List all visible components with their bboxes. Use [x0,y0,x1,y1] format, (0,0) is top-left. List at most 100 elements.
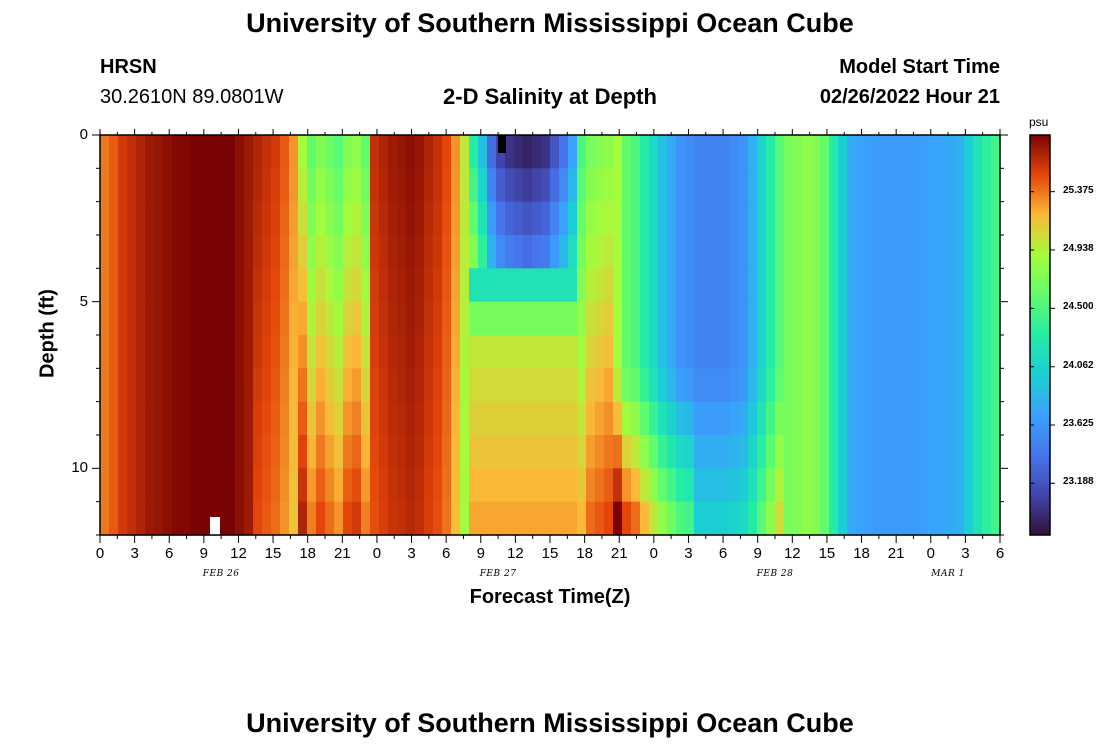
heat-cell [253,201,263,236]
heat-cell [982,368,992,403]
heat-cell [181,501,191,536]
heat-cell [433,335,443,369]
heat-cell [568,401,578,436]
heat-cell [451,301,461,336]
heat-cell [289,368,299,403]
heat-cell [874,201,884,236]
heat-cell [784,168,794,203]
heat-cell [343,301,353,336]
heat-cell [667,401,677,436]
heat-cell [127,201,137,236]
heat-cell [838,368,848,403]
heat-cell [406,335,416,369]
heat-cell [775,135,785,169]
heat-cell [523,268,533,303]
heat-cell [892,135,902,169]
heat-cell [496,435,506,469]
heat-cell [424,201,434,236]
heat-cell [658,335,668,369]
heat-cell [217,301,227,336]
heat-cell [136,501,146,536]
heat-cell [550,368,560,403]
heat-cell [604,435,614,469]
heat-cell [469,435,479,469]
heat-cell [865,301,875,336]
heat-cell [451,368,461,403]
heat-cell [793,235,803,269]
heat-cell [748,268,758,303]
colorbar-unit-label: psu [1029,115,1049,129]
heat-cell [109,335,119,369]
heat-cell [982,501,992,536]
heat-cell [820,401,830,436]
heat-cell [307,368,317,403]
heat-cell [415,435,425,469]
heat-cell [703,435,713,469]
heat-cell [973,201,983,236]
heat-cell [199,435,209,469]
heat-cell [748,401,758,436]
heat-cell [559,235,569,269]
heat-cell [694,235,704,269]
heat-cell [559,501,569,536]
heat-cell [919,301,929,336]
heat-cell [280,235,290,269]
heat-cell [199,335,209,369]
heat-cell [262,335,272,369]
heat-cell [289,301,299,336]
heat-cell [829,268,839,303]
heat-cell [577,135,587,169]
x-tick-label: 18 [299,545,317,562]
heat-cell [487,435,497,469]
colorbar-tick-label: 24.062 [1063,359,1094,371]
heat-cell [541,335,551,369]
heat-cell [784,235,794,269]
heat-cell [379,301,389,336]
heat-cell [100,135,110,169]
heat-cell [838,135,848,169]
heat-cell [586,435,596,469]
heat-cell [424,368,434,403]
heat-cell [163,368,173,403]
heat-cell [172,168,182,203]
heat-cell [613,301,623,336]
heat-cell [172,501,182,536]
heat-cell [289,135,299,169]
heat-cell [910,468,920,503]
heat-cell [334,301,344,336]
heat-cell [928,468,938,503]
heat-cell [235,368,245,403]
heat-cell [838,168,848,203]
heat-cell [982,268,992,303]
heat-cell [820,468,830,503]
heat-cell [739,368,749,403]
heat-cell [829,368,839,403]
heat-cell [910,135,920,169]
heat-cell [631,168,641,203]
heat-cell [955,301,965,336]
heat-cell [145,268,155,303]
heat-cell [145,201,155,236]
heat-cell [604,235,614,269]
heat-cell [730,435,740,469]
heat-cell [289,435,299,469]
heat-cell [829,501,839,536]
heat-cell [217,401,227,436]
heat-cell [451,501,461,536]
heat-cell [694,268,704,303]
heat-cell [658,401,668,436]
heat-cell [973,135,983,169]
heat-cell [964,235,974,269]
heat-cell [937,435,947,469]
heat-cell [820,368,830,403]
heat-cell [226,268,236,303]
heat-cell [280,335,290,369]
heat-cell [172,401,182,436]
heatmap-cells [100,135,1001,536]
heat-cell [838,268,848,303]
heat-cell [352,335,362,369]
heat-cell [226,168,236,203]
heat-cell [802,235,812,269]
heat-cell [334,368,344,403]
heat-cell [541,168,551,203]
